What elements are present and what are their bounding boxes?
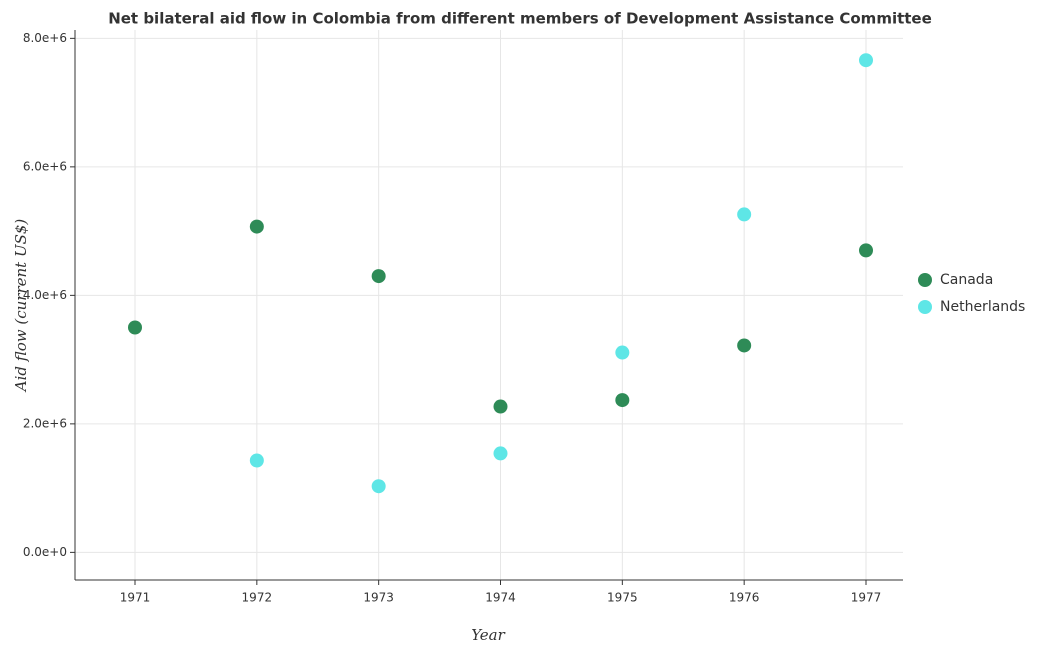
point — [249, 453, 264, 468]
chart-title: Net bilateral aid flow in Colombia from … — [108, 10, 932, 28]
x-tick-label: 1975 — [607, 591, 638, 605]
point — [128, 320, 142, 335]
y-tick-label: 8.0e+6 — [23, 31, 67, 45]
point — [859, 243, 873, 258]
legend-marker — [918, 273, 932, 287]
x-tick-label: 1973 — [363, 591, 394, 605]
point — [615, 393, 630, 408]
x-axis-label: Year — [471, 626, 505, 644]
legend-marker — [918, 300, 932, 314]
point — [493, 399, 508, 414]
point — [859, 53, 873, 68]
legend-label: Canada — [940, 272, 993, 288]
point — [249, 219, 264, 234]
point — [493, 446, 508, 461]
x-tick-label: 1971 — [120, 591, 151, 605]
x-tick-label: 1976 — [729, 591, 760, 605]
legend-label: Netherlands — [940, 299, 1025, 315]
x-tick-label: 1977 — [851, 591, 882, 605]
point — [371, 479, 386, 494]
point — [371, 269, 386, 284]
y-tick-label: 0.0e+0 — [23, 545, 67, 559]
point — [615, 345, 630, 360]
y-axis-label: Aid flow (current US$) — [12, 219, 30, 394]
point — [737, 207, 752, 222]
y-tick-label: 4.0e+6 — [23, 288, 67, 302]
point — [737, 338, 752, 353]
y-tick-label: 6.0e+6 — [23, 159, 67, 173]
y-tick-label: 2.0e+6 — [23, 416, 67, 430]
x-tick-label: 1972 — [242, 591, 273, 605]
x-tick-label: 1974 — [485, 591, 516, 605]
